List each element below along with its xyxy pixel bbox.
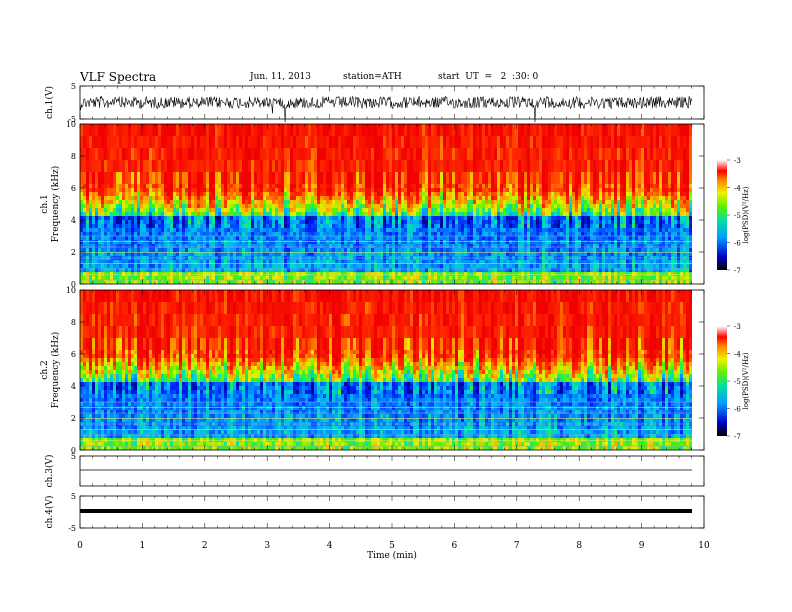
y-tick-label: 10	[66, 286, 76, 295]
colorbar-tick-label: -4	[734, 185, 741, 193]
spectrogram-ch2	[80, 290, 692, 450]
y-tick-label: 6	[71, 184, 76, 193]
y-tick-label: 5	[71, 82, 76, 91]
y-tick-label: 6	[71, 350, 76, 359]
y-channel-label: ch.2	[40, 360, 50, 379]
y-tick-label: 8	[71, 318, 76, 327]
y-axis-label: Frequency (kHz)	[50, 166, 61, 243]
ch1-waveform-line	[79, 95, 693, 123]
x-tick-label: 5	[389, 541, 395, 551]
y-tick-label: -5	[68, 524, 76, 533]
y-tick-label: -5	[68, 115, 76, 124]
y-tick-label: 0	[71, 446, 76, 455]
ch4-waveform-line	[80, 509, 692, 513]
y-axis-label: ch.1(V)	[44, 86, 55, 119]
y-tick-label: 10	[66, 120, 76, 129]
x-tick-label: 9	[639, 541, 645, 551]
x-tick-label: 4	[327, 541, 333, 551]
y-axis-label: ch.4(V)	[44, 496, 55, 529]
colorbar	[717, 160, 727, 270]
x-tick-label: 3	[264, 541, 270, 551]
colorbar-tick-label: -6	[734, 240, 741, 248]
colorbar-tick-label: -7	[734, 433, 741, 441]
colorbar-tick-label: -3	[734, 323, 741, 331]
x-tick-label: 10	[698, 541, 710, 551]
colorbar-label: log(PSD)(V²/Hz)	[742, 352, 750, 409]
chart-title: VLF Spectra	[80, 70, 157, 84]
y-tick-label: 0	[71, 280, 76, 289]
colorbar-tick-label: -5	[734, 212, 741, 220]
y-tick-label: 5	[71, 492, 76, 501]
colorbar-tick-label: -4	[734, 351, 741, 359]
spectrogram-ch1	[80, 124, 692, 284]
y-tick-label: 8	[71, 152, 76, 161]
y-tick-label: 5	[71, 452, 76, 461]
x-tick-label: 8	[576, 541, 582, 551]
x-tick-label: 0	[77, 541, 83, 551]
date-label: Jun. 11, 2013	[250, 72, 312, 82]
x-tick-label: 2	[202, 541, 208, 551]
x-axis-label: Time (min)	[367, 550, 417, 561]
x-tick-label: 7	[514, 541, 520, 551]
y-axis-label: ch.3(V)	[44, 455, 55, 488]
y-tick-label: 4	[71, 382, 76, 391]
colorbar-label: log(PSD)(V²/Hz)	[742, 186, 750, 243]
station-label: station=ATH	[343, 72, 402, 82]
x-tick-label: 1	[140, 541, 146, 551]
colorbar-tick-label: -6	[734, 406, 741, 414]
colorbar-tick-label: -5	[734, 378, 741, 386]
x-tick-label: 6	[452, 541, 458, 551]
y-channel-label: ch.1	[40, 194, 50, 213]
y-tick-label: 2	[71, 248, 76, 257]
y-tick-label: 2	[71, 414, 76, 423]
colorbar-tick-label: -3	[734, 157, 741, 165]
colorbar-tick-label: -7	[734, 267, 741, 275]
colorbar	[717, 326, 727, 436]
y-axis-label: Frequency (kHz)	[50, 332, 61, 409]
y-tick-label: 4	[71, 216, 76, 225]
start-time-label: start UT = 2 :30: 0	[438, 72, 539, 82]
